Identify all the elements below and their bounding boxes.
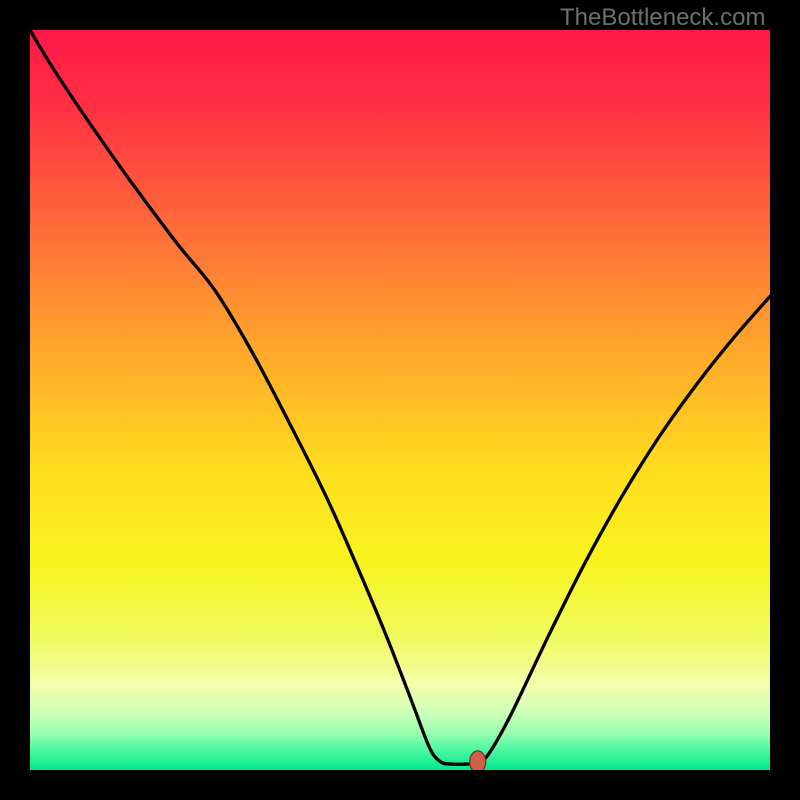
gradient-background xyxy=(30,30,770,770)
optimum-marker xyxy=(470,751,486,773)
watermark-text: TheBottleneck.com xyxy=(560,4,765,32)
chart-canvas xyxy=(0,0,800,800)
